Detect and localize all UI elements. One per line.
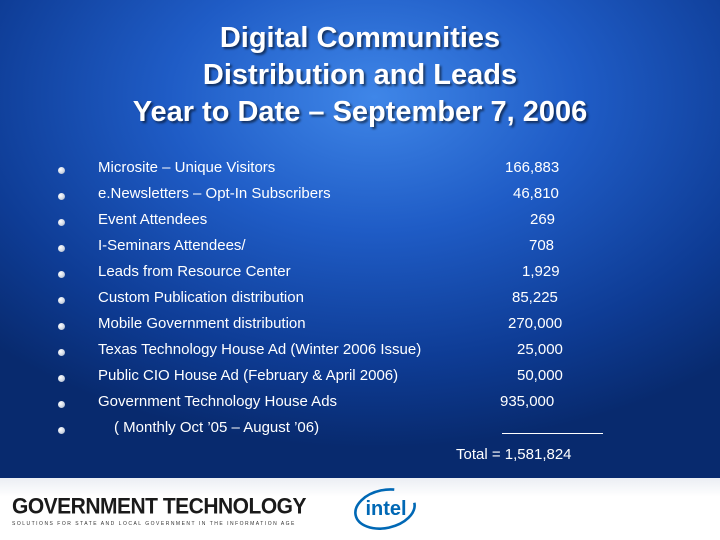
- bullet-icon: [58, 167, 65, 174]
- list-item: Texas Technology House Ad (Winter 2006 I…: [58, 341, 658, 365]
- bullet-icon: [58, 323, 65, 330]
- item-label: Leads from Resource Center: [98, 263, 291, 280]
- item-label: Event Attendees: [98, 211, 208, 228]
- item-label: ( Monthly Oct ’05 – August ’06): [114, 419, 320, 436]
- item-value: 166,883: [505, 159, 560, 176]
- title-line-1: Digital Communities: [219, 22, 501, 54]
- intel-logo: intel: [354, 488, 416, 530]
- list-item: Custom Publication distribution 85,225: [58, 289, 658, 313]
- bullet-icon: [58, 375, 65, 382]
- government-technology-logo: GOVERNMENT TECHNOLOGY: [12, 494, 307, 519]
- list-item: e.Newsletters – Opt-In Subscribers 46,81…: [58, 185, 658, 209]
- slide-title: Digital Communities Distribution and Lea…: [0, 20, 720, 131]
- intel-logo-text: intel: [365, 498, 406, 520]
- list-item: Microsite – Unique Visitors 166,883: [58, 159, 658, 183]
- list-item: Event Attendees 269: [58, 211, 658, 235]
- item-label: Mobile Government distribution: [98, 315, 306, 332]
- item-value: 50,000: [517, 367, 563, 384]
- bullet-icon: [58, 271, 65, 278]
- bullet-icon: [58, 193, 65, 200]
- list-item: Government Technology House Ads 935,000: [58, 393, 658, 417]
- item-label: Microsite – Unique Visitors: [98, 159, 276, 176]
- list-item: ( Monthly Oct ’05 – August ’06): [58, 419, 658, 443]
- bullet-icon: [58, 245, 65, 252]
- item-value: 1,929: [522, 263, 560, 280]
- item-label: Custom Publication distribution: [98, 289, 304, 306]
- item-label: Public CIO House Ad (February & April 20…: [98, 367, 399, 384]
- bullet-icon: [58, 401, 65, 408]
- bullet-icon: [58, 427, 65, 434]
- list-item: Public CIO House Ad (February & April 20…: [58, 367, 658, 391]
- item-label: Texas Technology House Ad (Winter 2006 I…: [98, 341, 422, 358]
- government-technology-tagline: SOLUTIONS FOR STATE AND LOCAL GOVERNMENT…: [12, 521, 296, 527]
- item-value: 270,000: [508, 315, 563, 332]
- list-item: I-Seminars Attendees/ 708: [58, 237, 658, 261]
- item-label: Government Technology House Ads: [98, 393, 338, 410]
- title-line-2: Distribution and Leads: [202, 59, 518, 91]
- item-value: 269: [530, 211, 556, 228]
- item-label: I-Seminars Attendees/: [98, 237, 246, 254]
- total-value: Total = 1,581,824: [456, 446, 572, 463]
- footer-band: [0, 478, 720, 540]
- total-underline: [502, 433, 603, 434]
- list-item: Leads from Resource Center 1,929: [58, 263, 658, 287]
- item-label: e.Newsletters – Opt-In Subscribers: [98, 185, 331, 202]
- bullet-icon: [58, 349, 65, 356]
- item-value: 85,225: [512, 289, 558, 306]
- item-value: 935,000: [500, 393, 555, 410]
- item-value: 25,000: [517, 341, 563, 358]
- bullet-icon: [58, 219, 65, 226]
- title-line-3: Year to Date – September 7, 2006: [132, 96, 588, 128]
- list-item: Mobile Government distribution 270,000: [58, 315, 658, 339]
- item-value: 46,810: [513, 185, 559, 202]
- bullet-icon: [58, 297, 65, 304]
- item-value: 708: [529, 237, 555, 254]
